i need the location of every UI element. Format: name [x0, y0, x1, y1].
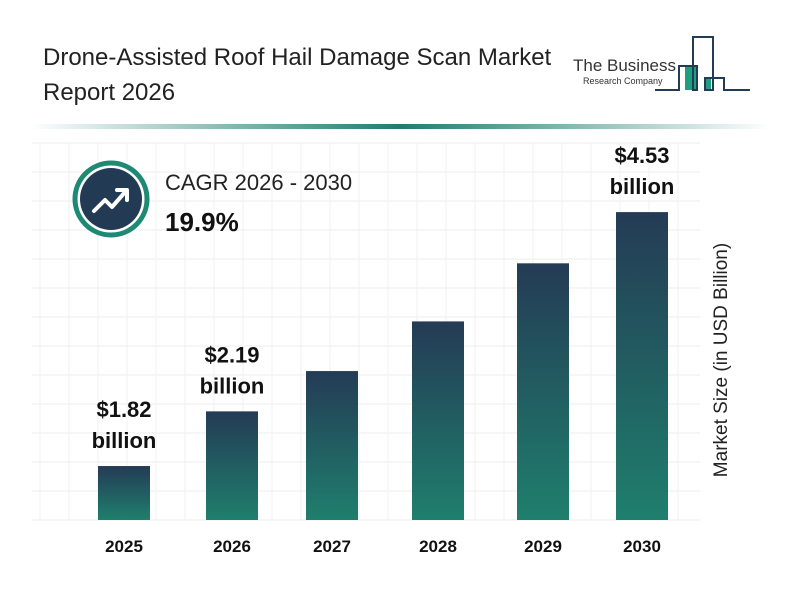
bar-2028 — [412, 321, 464, 520]
x-tick-label: 2027 — [313, 537, 351, 556]
data-label-unit: billion — [92, 428, 157, 453]
logo-buildings-icon — [655, 36, 750, 91]
company-logo: The Business Research Company — [565, 30, 755, 95]
page-title: Drone-Assisted Roof Hail Damage Scan Mar… — [43, 44, 552, 106]
bar-2027 — [306, 371, 358, 520]
bar-2029 — [517, 263, 569, 520]
x-tick-label: 2025 — [105, 537, 143, 556]
cagr-label: CAGR 2026 - 2030 — [165, 170, 353, 195]
bar-2025 — [98, 466, 150, 520]
y-axis-label: Market Size (in USD Billion) — [711, 242, 732, 478]
x-tick-label: 2028 — [419, 537, 457, 556]
bar-2026 — [206, 411, 258, 520]
data-label-unit: billion — [200, 373, 265, 398]
data-label-value: $1.82 — [96, 397, 151, 422]
logo-text: The Business — [573, 56, 676, 75]
logo-subtext: Research Company — [583, 76, 663, 86]
data-label-value: $2.19 — [204, 342, 259, 367]
x-tick-label: 2029 — [524, 537, 562, 556]
data-label-value: $4.53 — [614, 143, 669, 168]
x-tick-label: 2030 — [623, 537, 661, 556]
bar-2030 — [616, 212, 668, 520]
x-tick-label: 2026 — [213, 537, 251, 556]
cagr-value: 19.9% — [165, 207, 239, 237]
divider — [30, 124, 770, 129]
data-label-unit: billion — [610, 174, 675, 199]
trending-up-icon — [72, 160, 150, 238]
